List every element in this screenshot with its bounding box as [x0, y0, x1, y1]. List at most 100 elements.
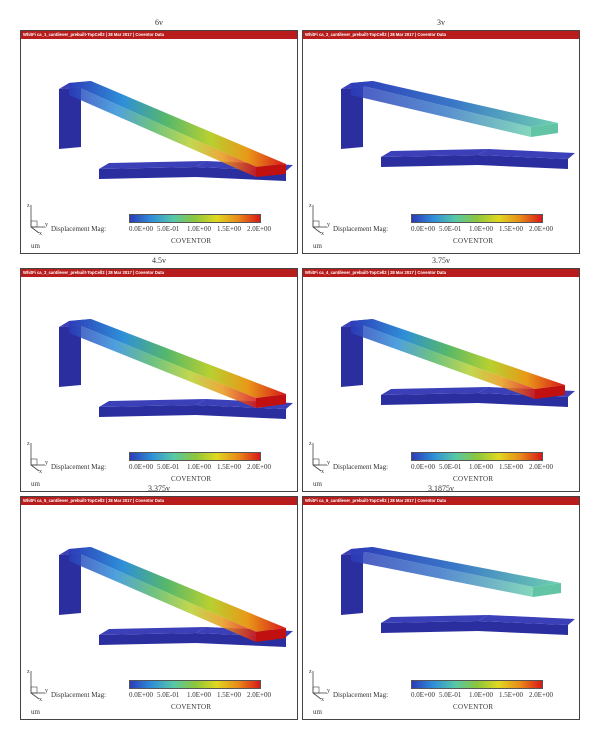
cantilever-scene — [59, 547, 293, 647]
tick-label: 5.0E-01 — [439, 463, 462, 471]
tick-label: 5.0E-01 — [157, 691, 180, 699]
legend-label: Displacement Mag: — [51, 691, 107, 699]
axis-z-label: z — [309, 203, 312, 209]
axis-x-label: x — [321, 469, 324, 475]
axis-z-label: z — [27, 441, 30, 447]
axis-y-label: y — [45, 222, 48, 228]
color-legend-bar — [411, 214, 543, 223]
color-legend-bar — [129, 214, 261, 223]
panel-3v: 3v WhitFi ca_2_cantilever_prebuilt-TopCe… — [302, 18, 580, 258]
axis-triad — [312, 671, 327, 700]
tick-label: 5.0E-01 — [439, 225, 462, 233]
window-titlebar: WhitFi ca_3_cantilever_prebuilt-TopCell2… — [21, 269, 297, 277]
cantilever-scene — [341, 81, 575, 169]
panel-4-5v: 4.5v WhitFi ca_3_cantilever_prebuilt-Top… — [20, 256, 298, 496]
legend-unit: um — [313, 708, 322, 716]
coventor-brand: COVENTOR — [171, 237, 212, 245]
coventor-brand: COVENTOR — [171, 475, 212, 483]
voltage-label: 3.75v — [432, 256, 450, 265]
tick-label: 5.0E-01 — [439, 691, 462, 699]
tick-label: 5.0E-01 — [157, 225, 180, 233]
tick-label: 1.0E+00 — [469, 225, 493, 233]
tick-label: 2.0E+00 — [529, 463, 553, 471]
axis-z-label: z — [27, 669, 30, 675]
window-titlebar: WhitFi ca_2_cantilever_prebuilt-TopCell2… — [303, 31, 579, 39]
tick-label: 1.0E+00 — [187, 225, 211, 233]
legend-unit: um — [31, 708, 40, 716]
axis-z-label: z — [309, 441, 312, 447]
tick-label: 0.0E+00 — [411, 691, 435, 699]
tick-label: 5.0E-01 — [157, 463, 180, 471]
legend-label: Displacement Mag: — [333, 225, 389, 233]
panel-3-1875v: 3.1875v WhitFi ca_6_cantilever_prebuilt-… — [302, 484, 580, 724]
cantilever-scene — [341, 319, 575, 407]
voltage-label: 3v — [437, 18, 445, 27]
axis-y-label: y — [45, 688, 48, 694]
axis-x-label: x — [321, 231, 324, 237]
legend-label: Displacement Mag: — [51, 225, 107, 233]
axis-y-label: y — [327, 460, 330, 466]
simulation-window: WhitFi ca_4_cantilever_prebuilt-TopCell2… — [302, 268, 580, 492]
legend-label: Displacement Mag: — [333, 691, 389, 699]
window-titlebar: WhitFi ca_6_cantilever_prebuilt-TopCell2… — [303, 497, 579, 505]
tick-label: 0.0E+00 — [411, 225, 435, 233]
cantilever-scene — [341, 547, 575, 635]
tick-label: 0.0E+00 — [129, 691, 153, 699]
panel-3-75v: 3.75v WhitFi ca_4_cantilever_prebuilt-To… — [302, 256, 580, 496]
color-legend-bar — [411, 680, 543, 689]
tick-label: 1.0E+00 — [187, 691, 211, 699]
tick-label: 2.0E+00 — [247, 225, 271, 233]
cantilever-scene — [59, 81, 293, 181]
tick-label: 0.0E+00 — [129, 463, 153, 471]
axis-z-label: z — [309, 669, 312, 675]
axis-x-label: x — [39, 697, 42, 703]
axis-x-label: x — [321, 697, 324, 703]
legend-label: Displacement Mag: — [333, 463, 389, 471]
voltage-label: 3.375v — [148, 484, 170, 493]
axis-triad — [312, 205, 327, 234]
window-titlebar: WhitFi ca_4_cantilever_prebuilt-TopCell2… — [303, 269, 579, 277]
tick-label: 1.5E+00 — [499, 463, 523, 471]
axis-triad — [30, 443, 45, 472]
axis-y-label: y — [327, 222, 330, 228]
tick-label: 1.0E+00 — [469, 463, 493, 471]
simulation-window: WhitFi ca_5_cantilever_prebuilt-TopCell2… — [20, 496, 298, 720]
legend-unit: um — [313, 242, 322, 250]
coventor-brand: COVENTOR — [453, 703, 494, 711]
simulation-window: WhitFi ca_2_cantilever_prebuilt-TopCell2… — [302, 30, 580, 254]
axis-triad — [312, 443, 327, 472]
tick-label: 2.0E+00 — [529, 691, 553, 699]
tick-label: 1.0E+00 — [469, 691, 493, 699]
tick-label: 1.5E+00 — [217, 691, 241, 699]
axis-z-label: z — [27, 203, 30, 209]
simulation-window: WhitFi ca_6_cantilever_prebuilt-TopCell2… — [302, 496, 580, 720]
panel-3-375v: 3.375v WhitFi ca_5_cantilever_prebuilt-T… — [20, 484, 298, 724]
axis-triad — [30, 671, 45, 700]
tick-label: 1.0E+00 — [187, 463, 211, 471]
coventor-brand: COVENTOR — [453, 475, 494, 483]
legend-unit: um — [31, 480, 40, 488]
cantilever-scene — [59, 319, 293, 419]
axis-x-label: x — [39, 231, 42, 237]
legend-label: Displacement Mag: — [51, 463, 107, 471]
coventor-brand: COVENTOR — [453, 237, 494, 245]
tick-label: 0.0E+00 — [129, 225, 153, 233]
window-titlebar: WhitFi ca_1_cantilever_prebuilt-TopCell2… — [21, 31, 297, 39]
legend-unit: um — [313, 480, 322, 488]
simulation-window: WhitFi ca_3_cantilever_prebuilt-TopCell2… — [20, 268, 298, 492]
coventor-brand: COVENTOR — [171, 703, 212, 711]
axis-x-label: x — [39, 469, 42, 475]
voltage-label: 3.1875v — [428, 484, 454, 493]
color-legend-bar — [129, 452, 261, 461]
window-titlebar: WhitFi ca_5_cantilever_prebuilt-TopCell2… — [21, 497, 297, 505]
voltage-label: 4.5v — [152, 256, 166, 265]
tick-label: 2.0E+00 — [247, 463, 271, 471]
color-legend-bar — [411, 452, 543, 461]
color-legend-bar — [129, 680, 261, 689]
simulation-window: WhitFi ca_1_cantilever_prebuilt-TopCell2… — [20, 30, 298, 254]
voltage-label: 6v — [155, 18, 163, 27]
tick-label: 1.5E+00 — [499, 225, 523, 233]
legend-unit: um — [31, 242, 40, 250]
tick-label: 2.0E+00 — [247, 691, 271, 699]
tick-label: 1.5E+00 — [217, 225, 241, 233]
